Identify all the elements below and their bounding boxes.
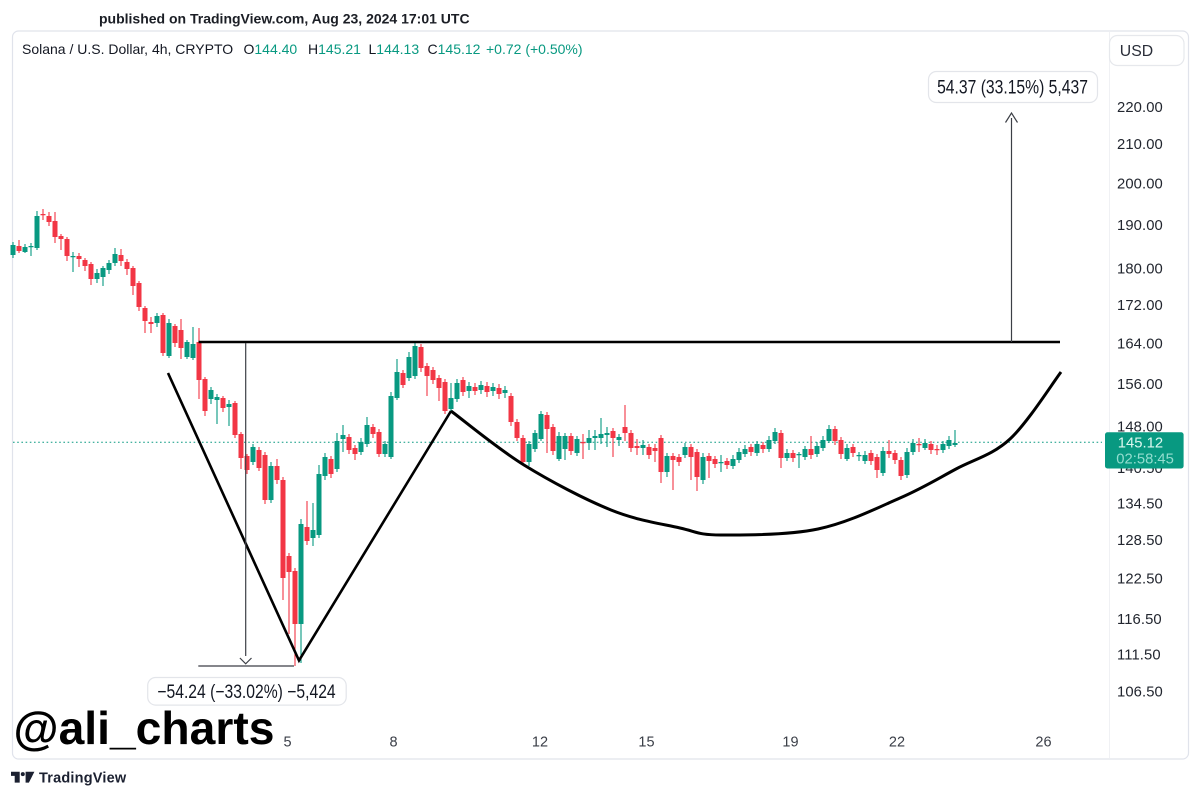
svg-text:134.50: 134.50 (1117, 496, 1163, 512)
svg-text:TradingView: TradingView (39, 770, 127, 786)
svg-text:O144.40: O144.40 (244, 41, 298, 57)
svg-text:−54.24 (−33.02%) −5,424: −54.24 (−33.02%) −5,424 (157, 680, 336, 702)
svg-text:02:58:45: 02:58:45 (1116, 452, 1174, 468)
svg-text:145.12: 145.12 (1118, 436, 1163, 452)
svg-text:200.00: 200.00 (1117, 177, 1163, 193)
svg-text:148.00: 148.00 (1117, 419, 1163, 435)
svg-text:5: 5 (283, 735, 291, 751)
svg-text:C145.12: C145.12 (428, 41, 481, 57)
svg-text:172.00: 172.00 (1117, 298, 1163, 314)
svg-text:H145.21: H145.21 (308, 41, 361, 57)
svg-text:12: 12 (532, 735, 548, 751)
svg-text:128.50: 128.50 (1117, 533, 1163, 549)
svg-text:106.50: 106.50 (1117, 685, 1163, 701)
svg-text:190.00: 190.00 (1117, 218, 1163, 234)
svg-text:156.00: 156.00 (1117, 377, 1163, 393)
svg-text:L144.13: L144.13 (369, 41, 420, 57)
svg-text:8: 8 (389, 735, 397, 751)
svg-text:220.00: 220.00 (1117, 100, 1163, 116)
svg-text:Solana / U.S. Dollar, 4h, CRYP: Solana / U.S. Dollar, 4h, CRYPTO (22, 41, 233, 57)
svg-text:210.00: 210.00 (1117, 137, 1163, 153)
svg-text:54.37 (33.15%) 5,437: 54.37 (33.15%) 5,437 (937, 76, 1088, 98)
svg-text:published on TradingView.com,: published on TradingView.com, Aug 23, 20… (99, 11, 470, 27)
svg-text:22: 22 (889, 735, 905, 751)
svg-text:111.50: 111.50 (1117, 648, 1161, 664)
svg-text:USD: USD (1120, 43, 1153, 60)
svg-text:15: 15 (638, 735, 654, 751)
svg-text:116.50: 116.50 (1117, 612, 1162, 628)
svg-text:19: 19 (782, 735, 798, 751)
svg-text:@ali_charts: @ali_charts (14, 702, 275, 754)
svg-text:26: 26 (1035, 735, 1051, 751)
svg-text:+0.72 (+0.50%): +0.72 (+0.50%) (486, 41, 583, 57)
svg-text:180.00: 180.00 (1117, 262, 1163, 278)
svg-text:164.00: 164.00 (1117, 337, 1163, 353)
svg-text:122.50: 122.50 (1117, 572, 1163, 588)
